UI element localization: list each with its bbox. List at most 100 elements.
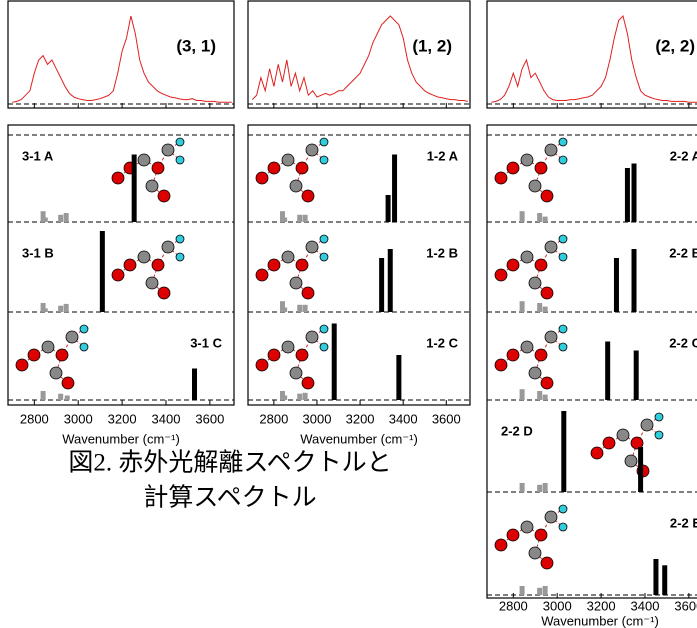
x-tick-label: 2800 <box>499 598 528 613</box>
atom <box>282 341 294 353</box>
atom <box>306 144 318 156</box>
gray-stick <box>537 588 542 595</box>
stick-frame <box>487 125 697 598</box>
atom <box>302 190 314 202</box>
page: 図2. 赤外光解離スペクトルと 計算スペクトル (3, 1)3-1 A3-1 B… <box>0 0 697 628</box>
atom <box>158 287 170 299</box>
atom <box>559 325 567 333</box>
gray-stick <box>64 213 69 222</box>
gray-stick <box>520 483 525 492</box>
atom <box>529 547 541 559</box>
gray-stick <box>58 394 63 400</box>
atom <box>521 251 533 263</box>
atom <box>80 343 88 351</box>
atom <box>268 349 280 361</box>
atom <box>559 235 567 243</box>
panel-label: 1-2 B <box>426 245 458 260</box>
atom <box>545 241 557 253</box>
atom <box>112 269 124 281</box>
atom <box>112 172 124 184</box>
atom <box>559 505 567 513</box>
atom <box>320 253 328 261</box>
atom <box>146 277 158 289</box>
atom <box>507 259 519 271</box>
atom <box>591 447 603 459</box>
atom <box>66 331 78 343</box>
atom <box>495 172 507 184</box>
atom <box>176 253 184 261</box>
stick-frame <box>248 125 470 405</box>
spectrum-line <box>252 16 467 101</box>
gray-stick <box>303 393 308 400</box>
gray-stick <box>65 396 70 401</box>
gray-stick <box>43 218 48 223</box>
stick <box>638 447 643 492</box>
spectrum-line <box>12 16 231 102</box>
panel-label: 3-1 C <box>190 335 222 350</box>
stick <box>653 559 658 595</box>
atom <box>541 190 553 202</box>
atom <box>152 259 164 271</box>
atom <box>176 138 184 146</box>
gray-stick <box>297 215 302 222</box>
x-tick-label: 3400 <box>389 411 418 426</box>
stick <box>388 249 393 312</box>
gray-stick <box>282 218 287 223</box>
panel-label: 2-2 B <box>669 245 697 260</box>
atom <box>306 331 318 343</box>
atom <box>152 162 164 174</box>
atom <box>603 437 615 449</box>
x-tick-label: 3400 <box>152 411 181 426</box>
gray-stick <box>543 586 548 595</box>
atom <box>559 156 567 164</box>
atom <box>535 259 547 271</box>
x-tick-label: 2800 <box>259 411 288 426</box>
stick <box>192 369 197 401</box>
stick-frame <box>8 125 234 405</box>
atom <box>320 138 328 146</box>
panel-label: 2-2 D <box>501 423 533 438</box>
atom <box>535 349 547 361</box>
gray-stick <box>537 391 542 400</box>
atom <box>290 180 302 192</box>
gray-stick <box>543 307 548 312</box>
atom <box>146 180 158 192</box>
atom <box>138 154 150 166</box>
stick <box>662 565 667 595</box>
atom <box>296 162 308 174</box>
panel-label: 2-2 E <box>670 515 697 530</box>
atom <box>655 431 663 439</box>
gray-stick <box>64 304 69 312</box>
gray-stick <box>297 394 302 400</box>
atom <box>320 325 328 333</box>
atom <box>302 377 314 389</box>
atom <box>306 241 318 253</box>
gray-stick <box>520 211 525 222</box>
gray-stick <box>282 308 287 313</box>
gray-stick <box>537 485 542 492</box>
stick <box>100 231 105 312</box>
gray-stick <box>520 586 525 595</box>
x-tick-label: 3000 <box>543 598 572 613</box>
atom <box>162 241 174 253</box>
column: (2, 2)2-2 A2-2 B2-2 C2-2 D2-2 E280030003… <box>487 1 697 628</box>
atom <box>529 180 541 192</box>
atom <box>42 341 54 353</box>
x-tick-label: 3600 <box>195 411 224 426</box>
x-tick-label: 3600 <box>674 598 697 613</box>
atom <box>521 154 533 166</box>
atom <box>50 367 62 379</box>
atom <box>320 235 328 243</box>
stick <box>632 249 637 312</box>
atom <box>162 144 174 156</box>
gray-stick <box>537 213 542 222</box>
atom <box>176 235 184 243</box>
gray-stick <box>537 303 542 312</box>
stick <box>132 155 137 223</box>
atom <box>282 154 294 166</box>
panel-label: 3-1 A <box>22 148 54 163</box>
atom <box>535 162 547 174</box>
atom <box>535 529 547 541</box>
panel-label: 3-1 B <box>22 245 54 260</box>
